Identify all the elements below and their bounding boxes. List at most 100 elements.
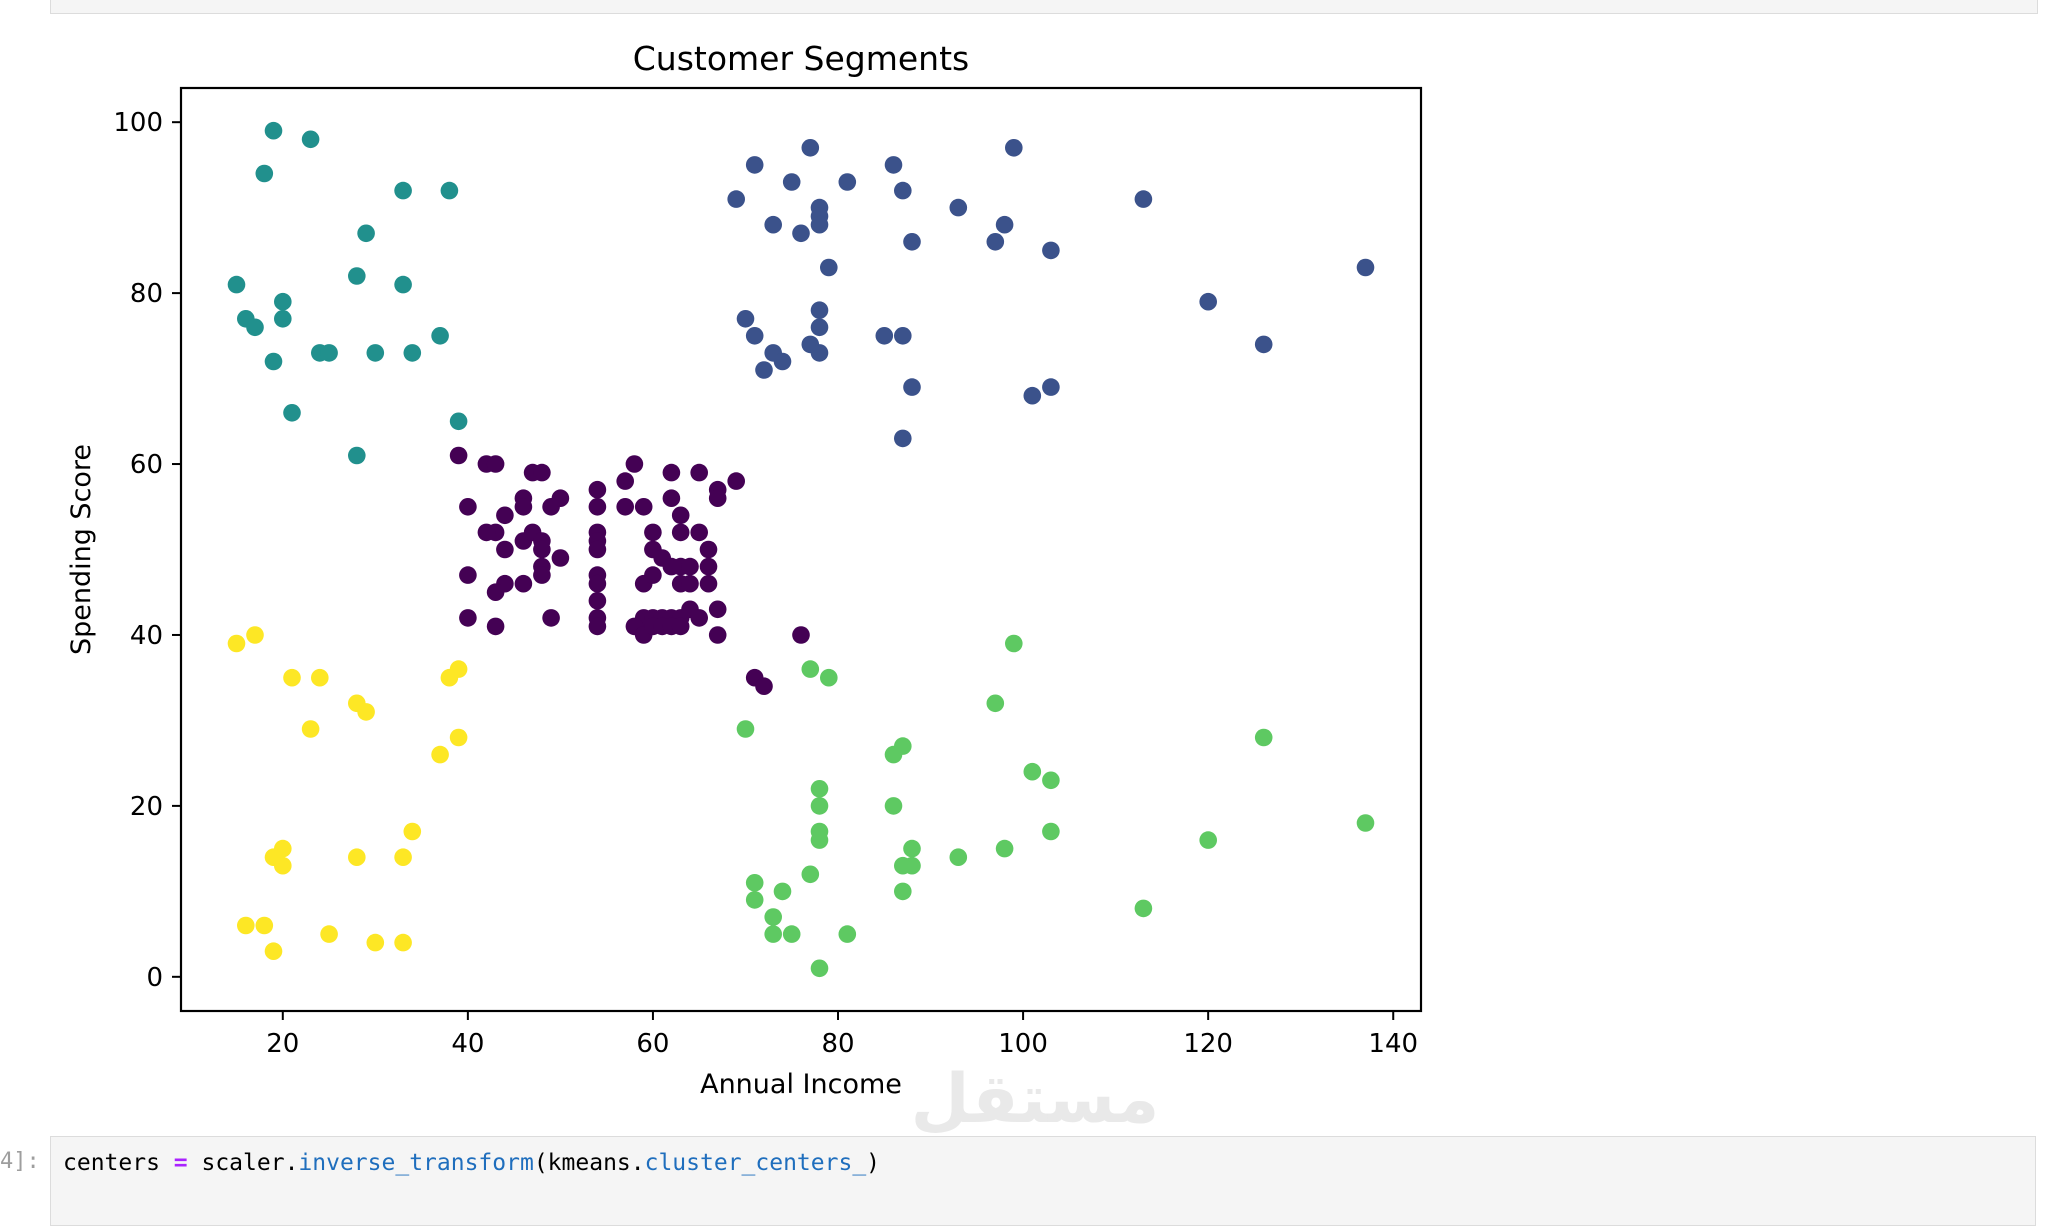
code-token-operator: =: [173, 1150, 188, 1176]
x-tick-label: 120: [1183, 1029, 1233, 1059]
scatter-point-cluster-3: [810, 831, 829, 849]
scatter-point-cluster-4: [348, 848, 366, 866]
scatter-point-cluster-1: [884, 156, 903, 174]
scatter-point-cluster-0: [588, 592, 607, 610]
y-tick-label: 40: [130, 621, 163, 651]
x-tick-label: 40: [451, 1029, 484, 1059]
scatter-point-cluster-4: [449, 728, 468, 747]
scatter-point-cluster-1: [903, 233, 921, 251]
scatter-point-cluster-4: [283, 668, 301, 687]
scatter-point-cluster-2: [403, 344, 422, 362]
scatter-point-cluster-1: [745, 327, 764, 345]
scatter-point-cluster-3: [764, 908, 782, 926]
scatter-point-cluster-0: [542, 609, 560, 627]
scatter-point-cluster-3: [810, 780, 829, 798]
y-tick-label: 0: [146, 963, 163, 993]
scatter-point-cluster-0: [588, 574, 607, 593]
scatter-point-cluster-0: [459, 498, 477, 516]
scatter-point-cluster-1: [810, 344, 829, 362]
y-tick-label: 100: [113, 108, 163, 138]
scatter-points: [227, 121, 1375, 978]
scatter-point-cluster-0: [477, 523, 496, 542]
scatter-point-cluster-1: [792, 224, 810, 243]
scatter-point-cluster-0: [496, 506, 514, 525]
scatter-point-cluster-0: [588, 498, 607, 516]
scatter-point-cluster-1: [782, 173, 801, 191]
scatter-point-cluster-0: [634, 498, 653, 516]
x-axis-ticks: 20 40 60 80 100 120 140: [266, 1011, 1418, 1059]
scatter-point-cluster-0: [514, 574, 533, 593]
scatter-point-cluster-1: [1199, 292, 1217, 311]
scatter-point-cluster-3: [810, 797, 829, 815]
scatter-point-cluster-3: [745, 891, 764, 909]
scatter-point-cluster-3: [838, 925, 857, 943]
scatter-point-cluster-2: [283, 404, 301, 422]
code-token-close-paren: ): [866, 1150, 881, 1176]
scatter-point-cluster-3: [1134, 899, 1153, 918]
previous-cell-output[interactable]: [50, 0, 2038, 14]
scatter-point-cluster-2: [301, 130, 320, 149]
scatter-point-cluster-4: [274, 856, 292, 875]
scatter-point-cluster-2: [357, 224, 375, 243]
scatter-point-cluster-3: [894, 737, 912, 755]
plot-frame: [179, 86, 1423, 1013]
scatter-point-cluster-0: [727, 472, 745, 490]
scatter-point-cluster-1: [810, 318, 829, 337]
scatter-point-cluster-1: [1042, 378, 1060, 396]
scatter-point-cluster-1: [755, 361, 773, 379]
scatter-point-cluster-1: [810, 215, 829, 234]
scatter-point-cluster-2: [274, 292, 292, 311]
y-tick-label: 80: [130, 279, 163, 309]
scatter-point-cluster-1: [903, 378, 921, 396]
code-token-attribute: cluster_centers_: [644, 1150, 867, 1176]
scatter-point-cluster-4: [255, 916, 274, 935]
scatter-point-cluster-2: [227, 275, 246, 294]
scatter-point-cluster-0: [708, 600, 727, 619]
scatter-point-cluster-3: [903, 856, 921, 875]
scatter-point-cluster-3: [773, 882, 792, 901]
scatter-point-cluster-3: [801, 865, 820, 884]
scatter-point-cluster-0: [690, 463, 708, 482]
scatter-point-cluster-0: [681, 574, 699, 593]
scatter-point-cluster-0: [533, 566, 551, 584]
scatter-point-cluster-0: [690, 523, 708, 542]
scatter-point-cluster-4: [227, 634, 246, 653]
scatter-point-cluster-0: [459, 609, 477, 627]
scatter-point-cluster-3: [810, 959, 829, 978]
scatter-point-cluster-4: [237, 916, 255, 935]
scatter-point-cluster-2: [255, 164, 274, 183]
scatter-point-cluster-0: [699, 540, 718, 559]
scatter-point-cluster-0: [588, 617, 607, 636]
scatter-point-cluster-3: [1042, 771, 1060, 790]
scatter-point-cluster-1: [820, 258, 838, 277]
scatter-point-cluster-0: [708, 626, 727, 644]
scatter-point-cluster-0: [514, 498, 533, 516]
scatter-point-cluster-4: [403, 822, 422, 841]
scatter-point-cluster-0: [551, 489, 570, 508]
scatter-point-cluster-3: [1023, 762, 1042, 781]
scatter-point-cluster-0: [459, 566, 477, 584]
scatter-point-cluster-2: [348, 446, 366, 465]
scatter-point-cluster-1: [875, 327, 894, 345]
scatter-point-cluster-2: [440, 181, 459, 200]
code-line[interactable]: centers = scaler.inverse_transform(kmean…: [63, 1150, 880, 1176]
scatter-point-cluster-1: [995, 215, 1014, 234]
code-token-call: (kmeans.: [533, 1150, 645, 1176]
scatter-point-cluster-0: [449, 446, 468, 465]
x-tick-label: 100: [998, 1029, 1048, 1059]
scatter-point-cluster-4: [301, 720, 320, 738]
scatter-point-cluster-3: [995, 839, 1014, 858]
scatter-point-cluster-0: [588, 480, 607, 499]
scatter-point-cluster-2: [246, 318, 264, 337]
scatter-point-cluster-0: [551, 549, 570, 567]
scatter-point-cluster-4: [431, 745, 449, 764]
scatter-point-cluster-1: [727, 190, 745, 208]
y-tick-label: 60: [130, 450, 163, 480]
scatter-point-cluster-2: [449, 412, 468, 431]
scatter-point-cluster-4: [366, 933, 385, 952]
scatter-point-cluster-3: [1254, 728, 1273, 747]
scatter-point-cluster-3: [884, 797, 903, 815]
code-cell-editor[interactable]: centers = scaler.inverse_transform(kmean…: [50, 1136, 2036, 1226]
y-axis-label: Spending Score: [66, 444, 97, 655]
x-axis-label: Annual Income: [700, 1069, 902, 1100]
